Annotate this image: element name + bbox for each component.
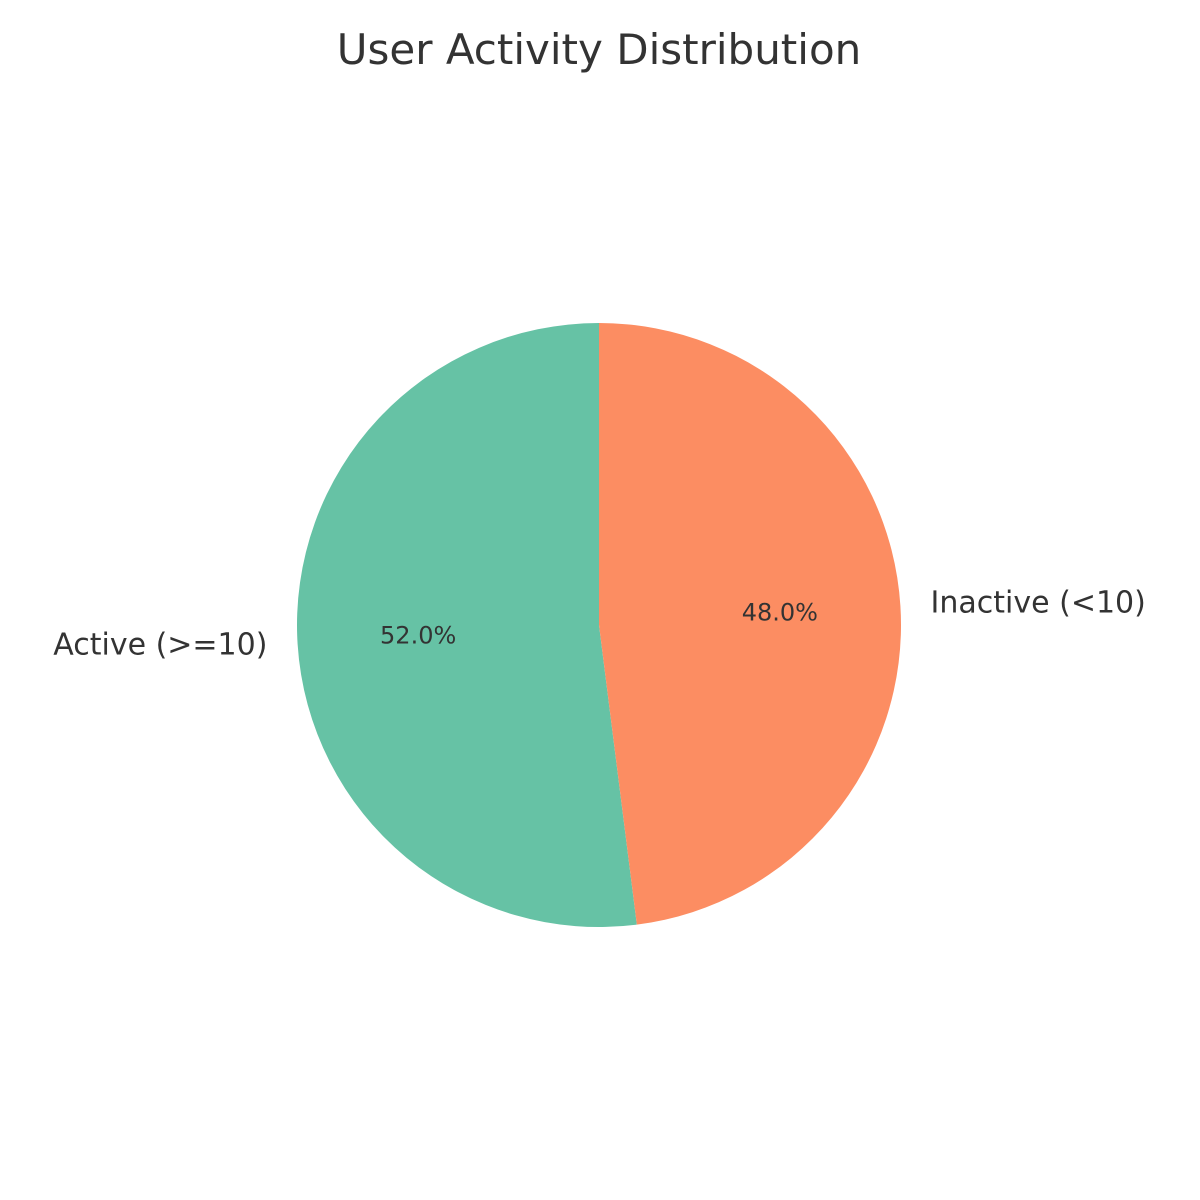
chart-title: User Activity Distribution <box>337 25 862 74</box>
slice-label: Inactive (<10) <box>931 586 1146 621</box>
pie-slice <box>599 323 902 925</box>
slice-percent-label: 52.0% <box>380 621 456 649</box>
pie-slice <box>297 323 637 927</box>
pie-slices <box>297 323 902 927</box>
slice-percent-label: 48.0% <box>742 599 818 627</box>
slice-label: Active (>=10) <box>53 627 267 662</box>
pie-labels: Active (>=10) 52.0% Inactive (<10) 48.0% <box>53 586 1146 663</box>
